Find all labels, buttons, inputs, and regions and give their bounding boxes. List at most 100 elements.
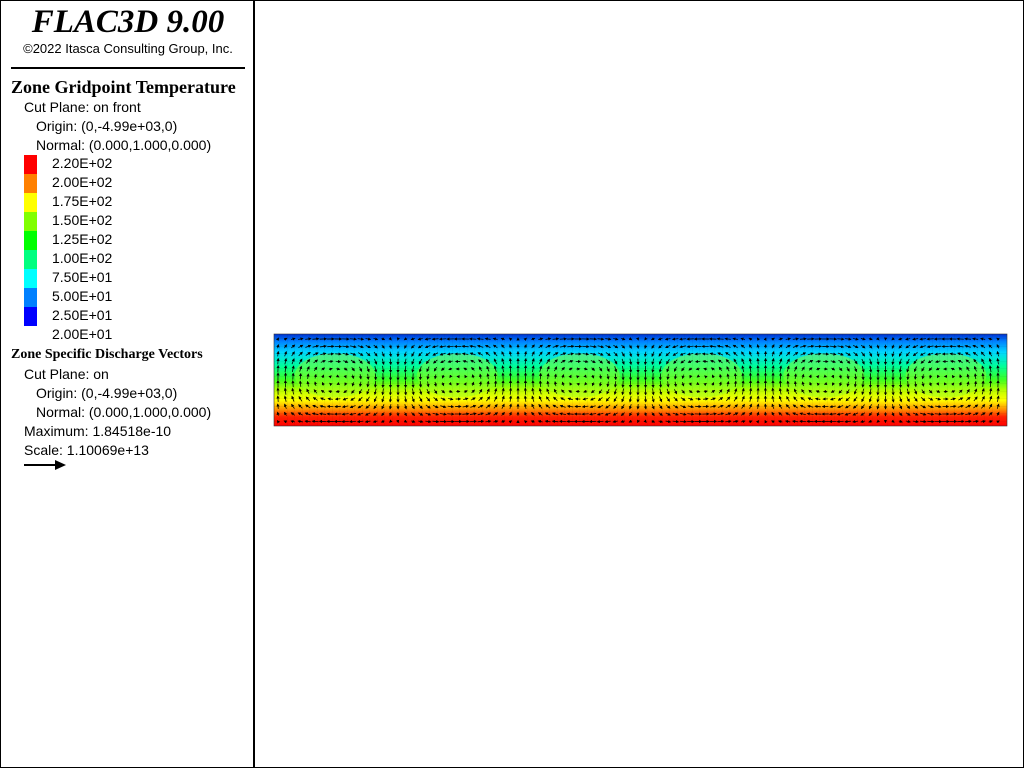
discharge-vector	[470, 359, 476, 364]
discharge-vector	[793, 396, 798, 402]
discharge-vector	[546, 388, 550, 395]
color-scale-label: 1.25E+02	[52, 231, 113, 247]
discharge-vector	[846, 366, 850, 372]
discharge-vector	[320, 389, 325, 394]
discharge-vector	[291, 337, 296, 341]
discharge-vector	[358, 389, 363, 395]
discharge-vector	[298, 404, 303, 409]
discharge-vector	[830, 389, 835, 393]
discharge-vector	[366, 366, 370, 373]
discharge-vector	[584, 381, 588, 386]
discharge-vector	[898, 351, 902, 357]
discharge-vector	[284, 350, 288, 357]
discharge-vector	[681, 367, 685, 372]
discharge-vector	[973, 396, 978, 402]
discharge-vector	[906, 366, 910, 373]
temperature-vector-plot[interactable]	[257, 1, 1022, 766]
discharge-vector	[613, 351, 618, 357]
discharge-vector	[637, 419, 641, 424]
discharge-vector	[568, 367, 573, 371]
discharge-vector	[546, 358, 550, 364]
discharge-vector	[373, 396, 377, 403]
discharge-vector	[508, 420, 513, 424]
discharge-vector	[921, 374, 925, 380]
discharge-vector	[861, 351, 866, 357]
discharge-vector	[694, 359, 701, 364]
discharge-vector	[486, 388, 490, 395]
model-viewport[interactable]	[257, 1, 1022, 766]
discharge-vector	[749, 387, 753, 395]
discharge-vector	[718, 397, 724, 401]
discharge-vector	[365, 344, 371, 349]
discharge-vector	[373, 337, 379, 341]
discharge-vector	[741, 358, 745, 365]
discharge-vector	[356, 419, 364, 424]
discharge-vector	[418, 366, 422, 373]
discharge-vector	[433, 381, 438, 387]
discharge-vector	[425, 412, 432, 416]
discharge-vector	[411, 351, 415, 357]
discharge-vector	[695, 367, 700, 371]
discharge-vector	[298, 388, 302, 395]
discharge-vector	[596, 412, 604, 416]
discharge-vector	[418, 396, 423, 403]
discharge-vector	[523, 357, 528, 365]
discharge-vector	[326, 404, 334, 409]
discharge-vector	[546, 373, 550, 380]
discharge-vector	[508, 411, 512, 416]
discharge-vector	[373, 351, 378, 357]
discharge-vector-field	[275, 337, 1000, 424]
discharge-vector	[461, 344, 469, 349]
discharge-vector	[439, 352, 446, 356]
discharge-vector	[928, 397, 934, 401]
discharge-vector	[725, 404, 731, 409]
discharge-vector	[298, 351, 303, 357]
discharge-vector	[710, 360, 716, 364]
discharge-vector	[966, 366, 970, 372]
discharge-vector	[381, 351, 385, 357]
discharge-vector	[477, 352, 484, 356]
discharge-vector	[988, 420, 993, 424]
discharge-vector	[725, 412, 732, 416]
discharge-vector	[484, 337, 491, 341]
discharge-vector	[560, 352, 567, 356]
discharge-vector	[583, 374, 587, 378]
color-swatch	[24, 193, 37, 212]
discharge-vector	[621, 351, 625, 357]
discharge-vector	[658, 365, 662, 373]
discharge-vector	[552, 352, 559, 356]
discharge-vector	[462, 412, 470, 416]
discharge-vector	[493, 380, 498, 388]
discharge-vector	[809, 381, 813, 386]
discharge-vector	[740, 420, 746, 424]
discharge-vector	[359, 366, 362, 372]
discharge-vector	[291, 395, 295, 402]
discharge-vector	[341, 412, 349, 416]
discharge-vector	[801, 366, 805, 372]
discharge-vector	[343, 367, 348, 371]
color-swatch	[24, 231, 37, 250]
discharge-vector	[792, 412, 799, 416]
discharge-vector	[538, 403, 543, 409]
discharge-vector	[972, 344, 979, 348]
discharge-vector	[927, 405, 934, 409]
discharge-vector	[679, 345, 687, 349]
discharge-vector	[306, 380, 310, 387]
discharge-vector	[628, 396, 632, 403]
discharge-vector	[733, 358, 738, 364]
discharge-vector	[298, 396, 303, 402]
discharge-vector	[613, 404, 618, 409]
discharge-vector	[319, 404, 326, 408]
discharge-vector	[793, 380, 798, 387]
discharge-vector	[740, 344, 745, 349]
discharge-vector	[621, 404, 625, 410]
discharge-vector	[291, 403, 295, 409]
discharge-vector	[621, 396, 625, 403]
discharge-vector	[486, 380, 490, 387]
discharge-vector	[658, 404, 663, 410]
discharge-vector	[374, 358, 378, 365]
discharge-vector	[462, 404, 470, 409]
discharge-vector	[553, 359, 558, 364]
discharge-vector	[508, 387, 513, 395]
discharge-vector	[741, 351, 745, 357]
